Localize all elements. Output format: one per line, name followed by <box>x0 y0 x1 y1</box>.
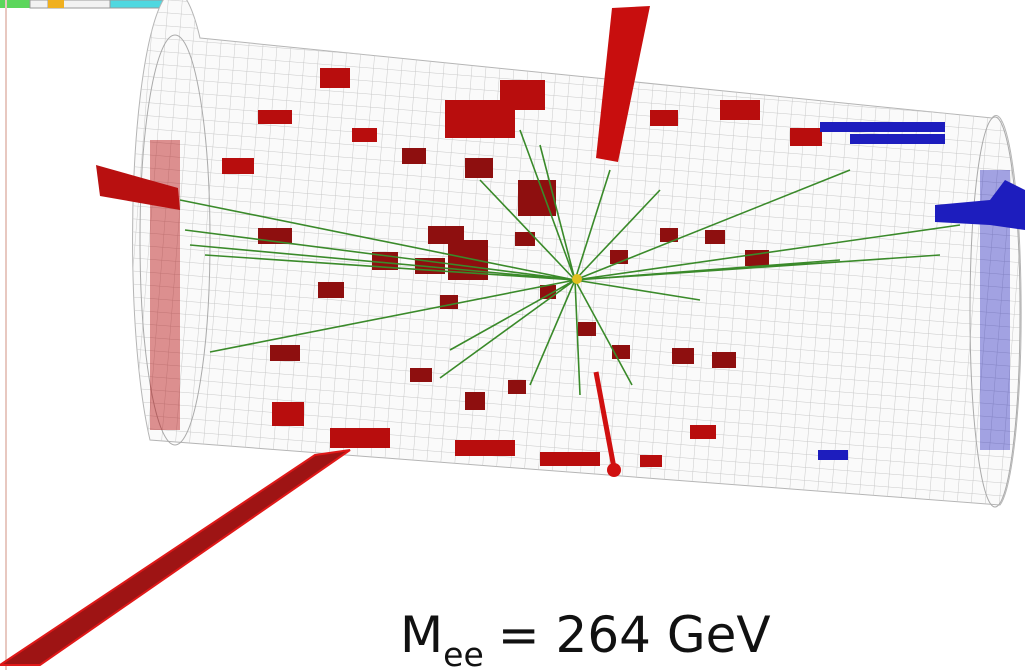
deposit <box>705 230 725 244</box>
deposit-blue <box>818 450 848 460</box>
deposit <box>578 322 596 336</box>
electron-tower <box>0 450 350 665</box>
legend-strip <box>0 0 180 8</box>
deposit <box>270 345 300 361</box>
deposit <box>540 452 600 466</box>
deposit <box>352 128 377 142</box>
deposit <box>650 110 678 126</box>
deposit <box>508 380 526 394</box>
event-display: Mee = 264 GeV <box>0 0 1029 670</box>
deposit <box>258 110 292 124</box>
deposit <box>690 425 716 439</box>
deposit <box>790 128 822 146</box>
deposit <box>720 100 760 120</box>
deposit <box>410 368 432 382</box>
deposit <box>272 402 304 426</box>
legend-swatch <box>30 0 48 8</box>
caption-symbol: M <box>400 606 443 664</box>
caption-text: = 264 GeV <box>498 606 771 664</box>
deposit <box>500 80 545 110</box>
deposit <box>320 68 350 88</box>
deposit <box>640 455 662 467</box>
deposit <box>465 392 485 410</box>
page: {"caption": {"symbol": "M", "subscript":… <box>0 0 1029 670</box>
legend-swatch <box>48 0 64 8</box>
legend-swatch <box>0 0 30 8</box>
caption-subscript: ee <box>443 635 484 670</box>
deposit-blue <box>850 134 945 144</box>
deposit <box>672 348 694 364</box>
deposit <box>318 282 344 298</box>
deposit <box>465 158 493 178</box>
mass-caption: Mee = 264 GeV <box>400 606 771 670</box>
deposit-blue <box>820 122 945 132</box>
deposit <box>402 148 426 164</box>
deposit <box>222 158 254 174</box>
deposit <box>712 352 736 368</box>
vertex <box>572 274 582 284</box>
deposit <box>330 428 390 448</box>
deposit <box>455 440 515 456</box>
electron-end <box>607 463 621 477</box>
